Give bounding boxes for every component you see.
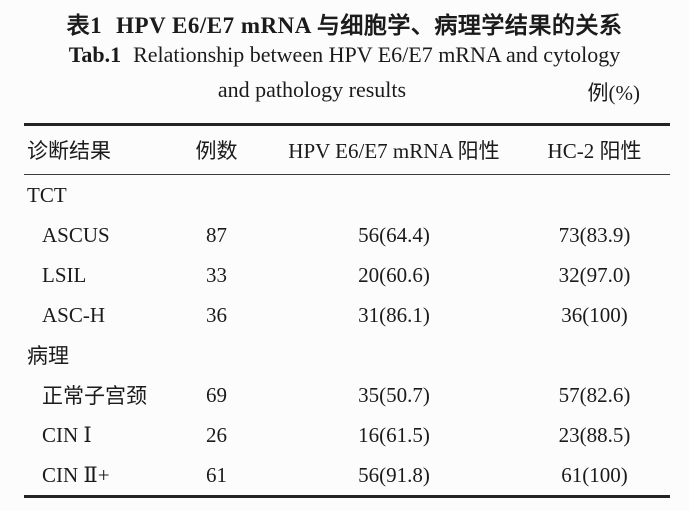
cell-cases: 69 [206,382,227,407]
row-label: CIN Ⅱ+ [42,462,110,487]
row-label: TCT [27,182,67,207]
table-row: ASC-H 36 31(86.1) 36(100) [24,295,670,335]
cell-hc2: 32(97.0) [558,262,631,287]
column-header-cases: 例数 [195,139,238,163]
table-row: CIN Ⅰ 26 16(61.5) 23(88.5) [24,415,670,455]
row-label: 正常子宫颈 [42,384,147,408]
cell-mrna: 35(50.7) [358,382,430,407]
table-body: TCT ASCUS 87 56(64.4) 73(83.9) LSIL 33 2… [24,175,670,495]
cell-cases: 26 [206,422,227,447]
data-table: 诊断结果 例数 HPV E6/E7 mRNA 阳性 HC-2 阳性 TCT AS… [24,123,670,498]
cell-mrna: 56(91.8) [358,462,430,487]
table-row: CIN Ⅱ+ 61 56(91.8) 61(100) [24,455,670,495]
table-title-en-text: Relationship between HPV E6/E7 mRNA and … [133,42,621,67]
cell-mrna: 16(61.5) [358,422,430,447]
table-number-en: Tab.1 [68,42,122,67]
row-label: ASC-H [42,302,106,327]
cell-mrna: 56(64.4) [358,222,430,247]
table-title-zh-text: HPV E6/E7 mRNA 与细胞学、病理学结果的关系 [116,13,623,38]
cell-hc2: 36(100) [561,302,628,327]
cell-hc2: 57(82.6) [558,382,631,407]
row-label: 病理 [27,344,69,368]
table-row: 正常子宫颈 69 35(50.7) 57(82.6) [24,375,670,415]
table-title-en-line1: Tab.1 Relationship between HPV E6/E7 mRNA… [0,42,689,68]
column-header-mrna: HPV E6/E7 mRNA 阳性 [288,139,500,163]
table-title-zh: 表1 HPV E6/E7 mRNA 与细胞学、病理学结果的关系 [0,6,689,40]
table-title-en-line2: and pathology results [217,77,407,102]
column-header-diagnosis: 诊断结果 [27,139,111,163]
cell-hc2: 23(88.5) [558,422,631,447]
row-label: CIN Ⅰ [42,422,92,447]
cell-cases: 61 [206,462,227,487]
row-label: LSIL [42,262,87,287]
cell-mrna: 20(60.6) [358,262,430,287]
column-header-hc2: HC-2 阳性 [547,139,642,163]
table-header-row: 诊断结果 例数 HPV E6/E7 mRNA 阳性 HC-2 阳性 [24,126,670,175]
cell-cases: 33 [206,262,227,287]
table-row: 病理 [24,335,670,375]
table-number-zh: 表1 [66,13,103,38]
table-row: ASCUS 87 56(64.4) 73(83.9) [24,215,670,255]
cell-hc2: 73(83.9) [558,222,631,247]
table-row: TCT [24,175,670,215]
unit-label: 例(%) [587,81,640,105]
table-row: LSIL 33 20(60.6) 32(97.0) [24,255,670,295]
cell-mrna: 31(86.1) [358,302,430,327]
row-label: ASCUS [42,222,110,247]
cell-cases: 36 [206,302,227,327]
cell-hc2: 61(100) [561,462,628,487]
cell-cases: 87 [206,222,227,247]
